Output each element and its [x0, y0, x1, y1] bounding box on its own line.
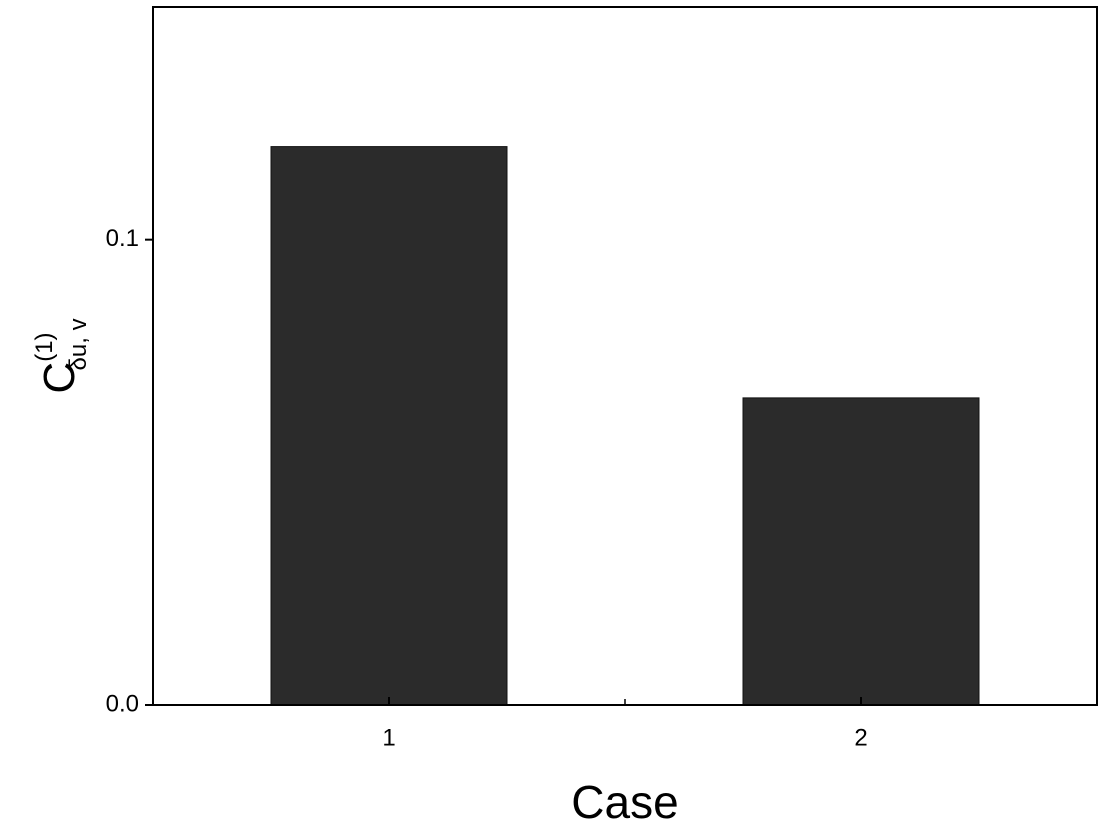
y-label-subscript: δu, v [65, 318, 92, 370]
x-tick-label: 2 [854, 724, 867, 751]
bar [742, 397, 980, 706]
y-label-superscript: (1) [31, 332, 58, 361]
y-label-main: C [35, 362, 84, 394]
plot-frame [152, 6, 1098, 706]
bar [270, 146, 508, 706]
y-label-text: C(1) δu, v [31, 318, 92, 393]
x-axis-label: Case [571, 776, 678, 828]
x-tick-label: 1 [382, 724, 395, 751]
y-tick-label: 0.1 [106, 225, 139, 252]
y-tick-label: 0.0 [106, 690, 139, 717]
y-axis-label: C(1) δu, v [31, 318, 92, 393]
